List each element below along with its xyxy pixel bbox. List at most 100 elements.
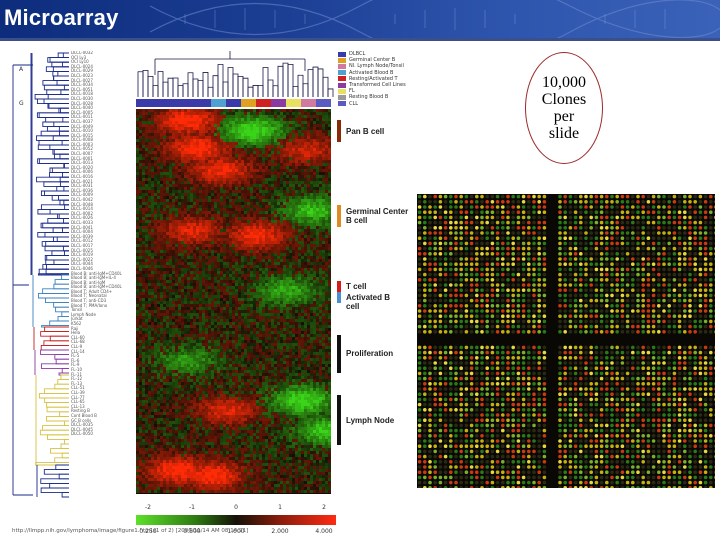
sample-label: DLCL-0051 (71, 86, 93, 92)
sample-label: DLCL-0025 (71, 247, 93, 253)
sample-label: FL-5 (71, 353, 80, 359)
signature-label-activated-b: Activated B cell (346, 293, 391, 311)
legend-label: Nl. Lymph Node/Tonsil (349, 63, 404, 70)
legend-item: Germinal Center B (338, 57, 418, 63)
legend-item: Nl. Lymph Node/Tonsil (338, 63, 418, 69)
scale-log-ratio-ticks: -2 -1 0 1 2 (136, 504, 336, 514)
slide-title: Microarray (4, 5, 119, 30)
legend-item: Resting/Activated T (338, 76, 418, 82)
sample-label: FL-10 (71, 366, 82, 372)
sample-label: DLCL-0042 (71, 197, 93, 202)
legend-item: CLL (338, 101, 418, 107)
sample-label: DLCL-0015 (71, 132, 93, 138)
microarray-slide-image (417, 194, 715, 488)
legend-swatch (338, 88, 346, 94)
source-url: http://llmpp.nih.gov/lymphoma/image/figu… (12, 528, 249, 534)
legend-swatch (338, 76, 346, 82)
sample-label: DLCL-0040 (71, 105, 93, 111)
sample-label: Blood T; Adult CD4+ (71, 288, 113, 294)
sample-label: FL-9 (71, 362, 80, 368)
sample-label: DLCL-0014 (71, 206, 93, 212)
legend-swatch (338, 101, 346, 107)
scale-tick: 1 (278, 504, 282, 511)
legend-label: Resting/Activated T (349, 75, 398, 82)
sample-label: OCI Ly10 (71, 59, 89, 65)
expression-heatmap (136, 109, 331, 494)
sample-label: DLCL-0048 (71, 201, 93, 207)
sample-label: DLCL-0035 (71, 422, 93, 428)
sample-label: DLCL-0024 (71, 63, 93, 69)
sample-label: DLCL-0008 (71, 137, 93, 143)
legend-label: DLBCL (349, 51, 366, 58)
sample-label: DLCL-0030 (71, 95, 93, 101)
scale-tick: 1.000 (227, 528, 245, 535)
legend-swatch (338, 57, 346, 63)
sample-label: DLCL-0017 (71, 242, 93, 248)
sample-label: DLCL-0026 (71, 215, 93, 221)
sample-label: DLCL-0013 (71, 160, 93, 166)
dna-helix-decoration (149, 0, 720, 38)
legend-label: CLL (349, 100, 359, 107)
signature-bar-activated-b (337, 292, 341, 303)
sample-label: DLCL-0052 (71, 146, 93, 152)
signature-activated-b: Activated B cell (337, 292, 405, 311)
legend-swatch (338, 82, 346, 88)
sample-label: DLCL-0009 (71, 192, 93, 198)
sample-label: DLCL-0021 (71, 178, 93, 184)
signature-t-cell: T cell (337, 281, 366, 292)
sample-label: DLCL-0018 (71, 91, 93, 97)
sample-label: CLL-14 (71, 348, 85, 354)
sample-label: Blood T; Neonatal (71, 293, 107, 299)
clones-callout: 10,000 Clones per slide (525, 52, 603, 164)
sample-label: Blood T; PMA/Iono (71, 302, 108, 308)
sample-label: GC B cells (71, 417, 92, 423)
sample-label: DLCL-0037 (71, 118, 93, 124)
sample-label: Blood B; anti-IgM+CD40L (71, 284, 122, 290)
signature-pan-b-cell: Pan B cell (337, 120, 384, 142)
sample-label: DLCL-0011 (71, 114, 93, 120)
callout-line: Clones (541, 91, 587, 108)
scale-tick: 2 (322, 504, 326, 511)
sample-label: DLCL-0029 (71, 68, 93, 74)
sample-label: CLL-68 (71, 339, 85, 345)
signature-label-lymph-node: Lymph Node (346, 416, 395, 425)
signature-label-t-cell: T cell (346, 282, 367, 291)
sample-label: DLCL-0033 (71, 219, 93, 225)
dendro-letter-g: G (19, 100, 24, 107)
sample-label: Cord Blood B (71, 412, 97, 418)
scale-tick: 0.500 (183, 528, 201, 535)
sample-label: FL-6 (71, 357, 80, 363)
sample-label: DLCL-0039 (71, 233, 93, 239)
sample-label: DLCL-0049 (71, 123, 93, 129)
sample-label: DLCL-0001 (71, 155, 93, 161)
signature-lymph-node: Lymph Node (337, 395, 394, 445)
signature-label-pan-b: Pan B cell (346, 127, 385, 136)
legend-item: Activated Blood B (338, 70, 418, 76)
legend-label: FL (349, 88, 355, 95)
sample-label: Jurkat (71, 316, 83, 322)
signature-bar-lymph-node (337, 395, 341, 445)
scale-fold-ticks: 0.250 0.500 1.000 2.000 4.000 (136, 528, 336, 538)
sample-label: CLL-39 (71, 389, 85, 395)
sample-label: Raji (71, 325, 79, 331)
sample-type-legend: DLBCL Germinal Center B Nl. Lymph Node/Ton… (338, 51, 418, 107)
legend-label: Activated Blood B (349, 69, 394, 76)
sample-label: FL-12 (71, 376, 82, 382)
legend-swatch (338, 51, 346, 57)
legend-label: Resting Blood B (349, 94, 389, 101)
color-scale-bar (136, 515, 336, 525)
legend-swatch (338, 63, 346, 69)
sample-label: CLL-9 (71, 344, 83, 349)
legend-swatch (338, 70, 346, 76)
callout-text: 10,000 Clones per slide (542, 74, 586, 142)
sample-label: DLCL-0036 (71, 187, 93, 193)
signature-germinal-center: Germinal Center B cell (337, 205, 416, 227)
legend-item: Transformed Cell Lines (338, 82, 418, 88)
sample-label: Blood B; anti-IgM (71, 279, 106, 285)
sample-label: DLCL-0031 (71, 183, 93, 189)
sample-label: DLCL-0023 (71, 72, 93, 78)
sample-dendrogram: A G (12, 51, 334, 498)
dendro-letter-a: A (19, 66, 24, 73)
sample-label: Blood B; anti-IgM+CD40L (71, 270, 122, 276)
sample-label: DLCL-0002 (71, 210, 93, 216)
